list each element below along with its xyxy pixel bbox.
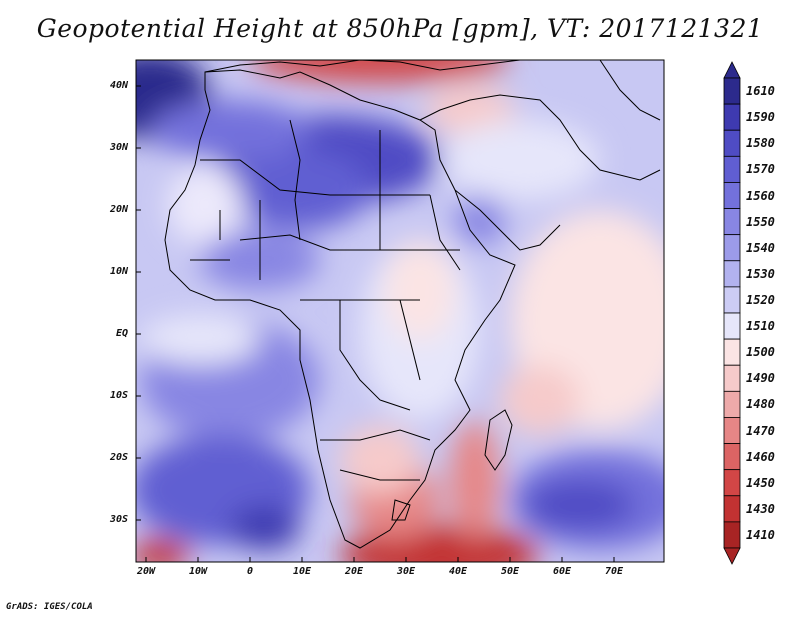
colorbar-swatch bbox=[723, 521, 741, 549]
lat-label-20n: 20N bbox=[109, 204, 128, 215]
colorbar-label: 1510 bbox=[746, 319, 775, 334]
colorbar bbox=[723, 61, 741, 565]
lon-label-60e: 60E bbox=[552, 566, 572, 577]
colorbar-swatch bbox=[723, 417, 741, 444]
colorbar-top-arrow bbox=[723, 61, 741, 79]
colorbar-swatch bbox=[723, 155, 741, 183]
lon-label-20w: 20W bbox=[136, 566, 156, 577]
colorbar-bottom-arrow bbox=[723, 547, 741, 565]
axis-ticks bbox=[136, 85, 615, 562]
colorbar-label: 1550 bbox=[746, 214, 775, 229]
colorbar-swatch bbox=[723, 182, 741, 209]
colorbar-swatch bbox=[723, 77, 741, 105]
colorbar-label: 1490 bbox=[746, 371, 775, 386]
lat-label-eq: EQ bbox=[115, 328, 128, 339]
colorbar-swatch bbox=[723, 443, 741, 471]
lon-label-40e: 40E bbox=[448, 566, 468, 577]
credit-text: GrADS: IGES/COLA bbox=[6, 602, 93, 612]
lat-label-10n: 10N bbox=[109, 266, 128, 277]
colorbar-label: 1560 bbox=[746, 188, 775, 203]
colorbar-label: 1580 bbox=[746, 136, 775, 151]
colorbar-swatch bbox=[723, 260, 741, 288]
lat-label-10s: 10S bbox=[109, 390, 128, 401]
colorbar-swatch bbox=[723, 495, 741, 523]
lon-label-70e: 70E bbox=[604, 566, 624, 577]
map-frame bbox=[135, 59, 665, 563]
colorbar-swatch bbox=[723, 312, 741, 340]
colorbar-label: 1520 bbox=[746, 292, 775, 307]
lon-label-20e: 20E bbox=[344, 566, 364, 577]
colorbar-swatch bbox=[723, 364, 741, 392]
colorbar-swatch bbox=[723, 208, 741, 236]
colorbar-label: 1570 bbox=[746, 162, 775, 177]
height-field bbox=[136, 60, 664, 562]
colorbar-label: 1450 bbox=[746, 475, 775, 490]
lat-label-30s: 30S bbox=[109, 514, 128, 525]
lon-label-30e: 30E bbox=[396, 566, 416, 577]
lon-label-10w: 10W bbox=[188, 566, 208, 577]
colorbar-label: 1500 bbox=[746, 345, 775, 360]
colorbar-swatch bbox=[723, 286, 741, 314]
colorbar-label: 1540 bbox=[746, 240, 775, 255]
colorbar-swatch bbox=[723, 234, 741, 262]
lat-label-30n: 30N bbox=[109, 142, 128, 153]
colorbar-label: 1430 bbox=[746, 501, 775, 516]
colorbar-label: 1590 bbox=[746, 110, 775, 125]
colorbar-swatch bbox=[723, 390, 741, 418]
lon-label-10e: 10E bbox=[292, 566, 312, 577]
coastlines bbox=[164, 60, 661, 549]
colorbar-swatch bbox=[723, 338, 741, 366]
colorbar-swatch bbox=[723, 469, 741, 497]
map-title: Geopotential Height at 850hPa [gpm], VT:… bbox=[36, 14, 764, 43]
colorbar-label: 1530 bbox=[746, 266, 775, 281]
colorbar-swatch bbox=[723, 129, 741, 157]
colorbar-label: 1460 bbox=[746, 449, 775, 464]
colorbar-swatch bbox=[723, 103, 741, 131]
lon-label-50e: 50E bbox=[500, 566, 520, 577]
lon-label-0: 0 bbox=[246, 566, 254, 577]
colorbar-label: 1470 bbox=[746, 423, 775, 438]
lat-label-20s: 20S bbox=[109, 452, 128, 463]
colorbar-label: 1480 bbox=[746, 397, 775, 412]
lat-label-40n: 40N bbox=[109, 80, 128, 91]
colorbar-label: 1410 bbox=[746, 527, 775, 542]
colorbar-label: 1610 bbox=[746, 84, 775, 99]
